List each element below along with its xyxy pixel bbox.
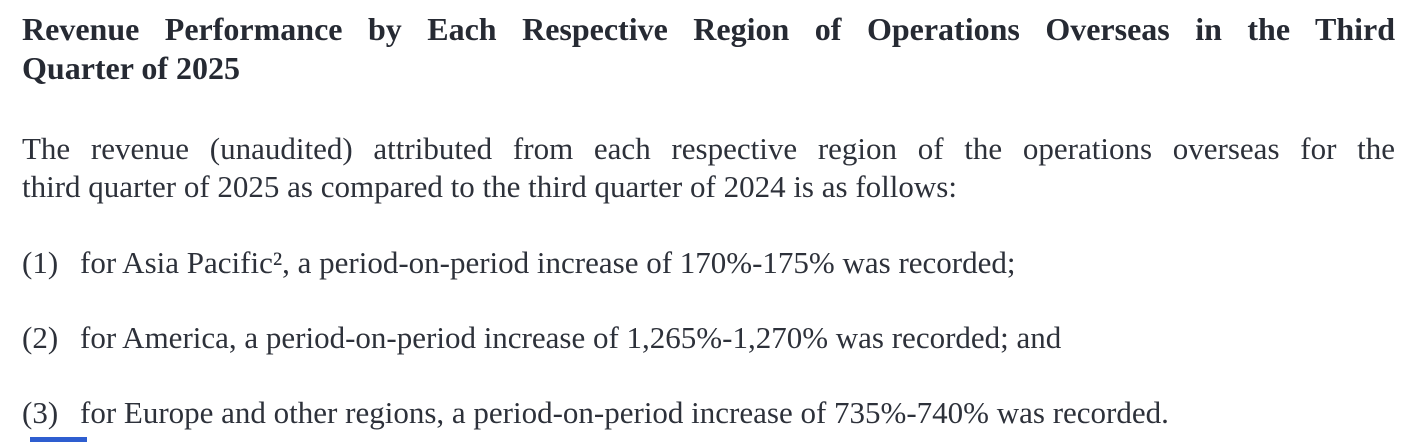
list-item: (3) for Europe and other regions, a peri… [22,394,1395,432]
list-item: (2) for America, a period-on-period incr… [22,319,1395,357]
item-text: for Asia Pacific², a period-on-period in… [80,245,1016,280]
clipped-blue-element [30,437,87,442]
heading-line-1: Revenue Performance by Each Respective R… [22,11,1395,47]
intro-line-1: The revenue (unaudited) attributed from … [22,131,1395,166]
section-heading: Revenue Performance by Each Respective R… [22,10,1395,88]
intro-paragraph: The revenue (unaudited) attributed from … [22,130,1395,206]
item-marker: (2) [22,320,59,355]
item-marker: (3) [22,395,59,430]
intro-line-2: third quarter of 2025 as compared to the… [22,169,957,204]
item-text: for Europe and other regions, a period-o… [80,395,1169,430]
list-item: (1) for Asia Pacific², a period-on-perio… [22,244,1395,282]
item-text: for America, a period-on-period increase… [80,320,1062,355]
heading-line-2: Quarter of 2025 [22,50,241,86]
item-marker: (1) [22,245,59,280]
numbered-list: (1) for Asia Pacific², a period-on-perio… [22,244,1395,432]
